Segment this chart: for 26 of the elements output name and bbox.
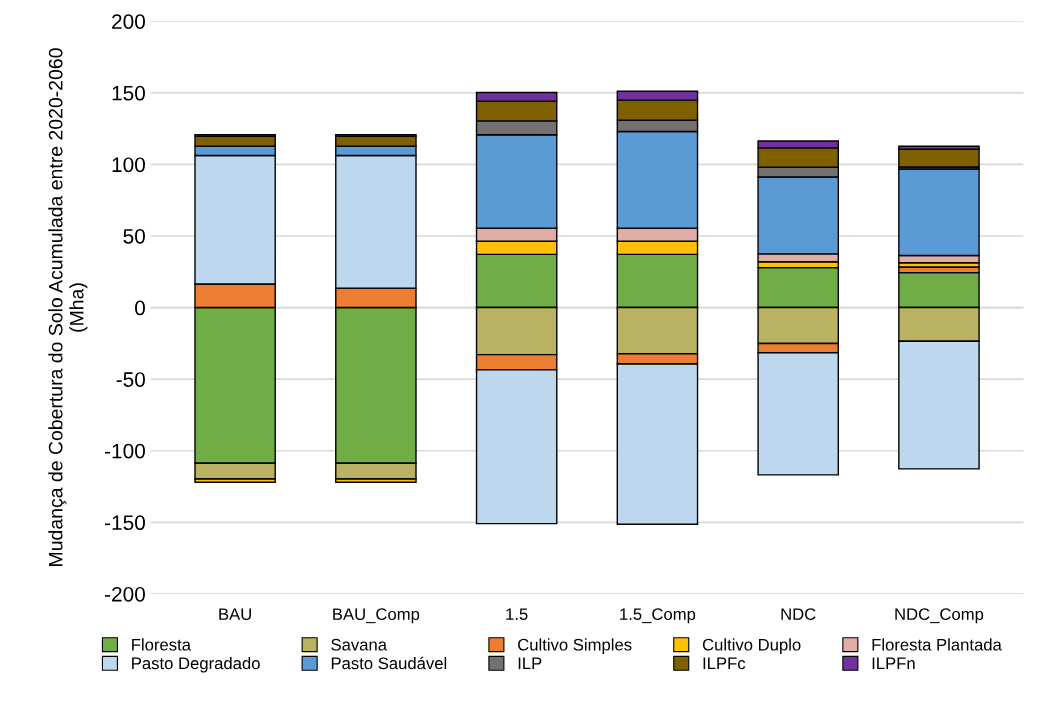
legend-label: ILP <box>518 657 542 670</box>
x-tick-label: BAU <box>219 608 251 621</box>
legend-label: Pasto Degradado <box>132 656 260 673</box>
x-tick-label: NDC_Comp <box>895 608 984 624</box>
y-tick-label: -100 <box>105 443 145 459</box>
legend-label: Cultivo Simples <box>518 638 632 654</box>
y-tick-label: -150 <box>105 515 145 531</box>
legend-label: ILPFn <box>872 657 915 670</box>
y-tick-label: -50 <box>116 372 145 387</box>
x-tick-label: BAU_Comp <box>333 608 420 624</box>
y-tick-label: 100 <box>112 157 145 173</box>
legend-label: Floresta <box>132 638 191 651</box>
y-tick-label: -200 <box>105 586 145 602</box>
y-tick-label: 0 <box>135 300 145 316</box>
y-tick-label: 150 <box>112 85 145 101</box>
x-tick-label: 1.5_Comp <box>620 608 696 624</box>
legend-label: ILPFc <box>703 657 746 670</box>
x-tick-label: 1.5 <box>506 608 528 621</box>
legend-label: Floresta Plantada <box>872 638 1002 651</box>
x-tick-label: NDC <box>781 608 816 621</box>
legend-label: Savana <box>331 638 388 651</box>
y-tick-label: 200 <box>112 14 145 29</box>
legend-label: Pasto Saudável <box>331 656 447 670</box>
legend-label: Cultivo Duplo <box>702 638 801 654</box>
y-tick-label: 50 <box>123 228 145 244</box>
y-axis-title: Mudança de Cobertura do Solo Acumulada entre 2020-2060 (Mha) <box>48 48 88 566</box>
